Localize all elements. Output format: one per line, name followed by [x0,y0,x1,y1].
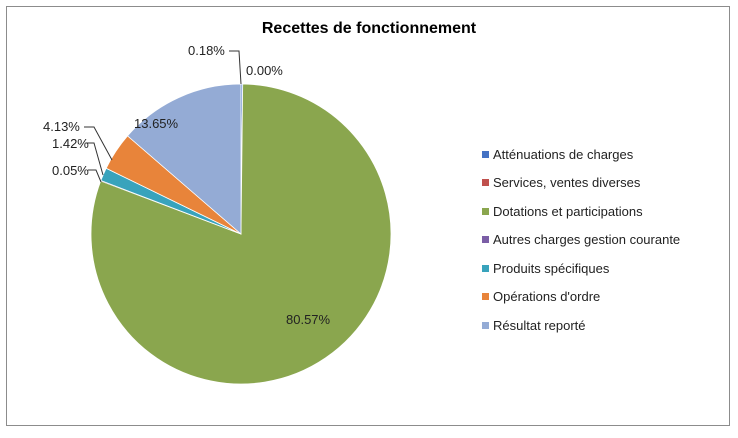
legend-label: Opérations d'ordre [493,289,601,305]
data-label-4: 1.42% [52,136,89,151]
data-label-3: 0.05% [52,163,89,178]
legend-label: Dotations et participations [493,203,643,219]
legend-swatch [482,236,489,244]
legend-item: Résultat reporté [482,311,680,340]
legend-item: Produits spécifiques [482,254,680,283]
leader-line-3 [88,169,102,183]
legend-label: Autres charges gestion courante [493,232,681,248]
chart-frame [6,6,730,426]
legend-item: Opérations d'ordre [482,283,680,312]
leader-line-4 [86,142,104,176]
chart-title: Recettes de fonctionnement [261,20,477,37]
pie-slice-6 [126,83,242,235]
legend-label: Résultat reporté [493,317,586,333]
legend-swatch [482,179,489,187]
data-label-6: 13.65% [134,116,179,131]
legend-label: Services, ventes diverses [493,175,641,191]
data-label-2: 80.57% [286,312,331,327]
legend-swatch [482,207,489,215]
legend-swatch [482,150,489,158]
legend-item: Dotations et participations [482,197,680,226]
legend-label: Atténuations de charges [493,146,634,162]
leader-line-5 [84,126,113,161]
legend-item: Services, ventes diverses [482,169,680,198]
leader-line-0 [229,50,242,85]
legend-swatch [482,293,489,301]
legend-item: Autres charges gestion courante [482,226,680,255]
data-label-0: 0.18% [188,43,225,58]
legend-swatch [482,321,489,329]
legend: Atténuations de charges Services, ventes… [482,140,680,340]
data-label-1: 0.00% [246,63,283,78]
data-label-5: 4.13% [43,119,80,134]
legend-swatch [482,264,489,272]
legend-item: Atténuations de charges [482,140,680,169]
legend-label: Produits spécifiques [493,260,610,276]
